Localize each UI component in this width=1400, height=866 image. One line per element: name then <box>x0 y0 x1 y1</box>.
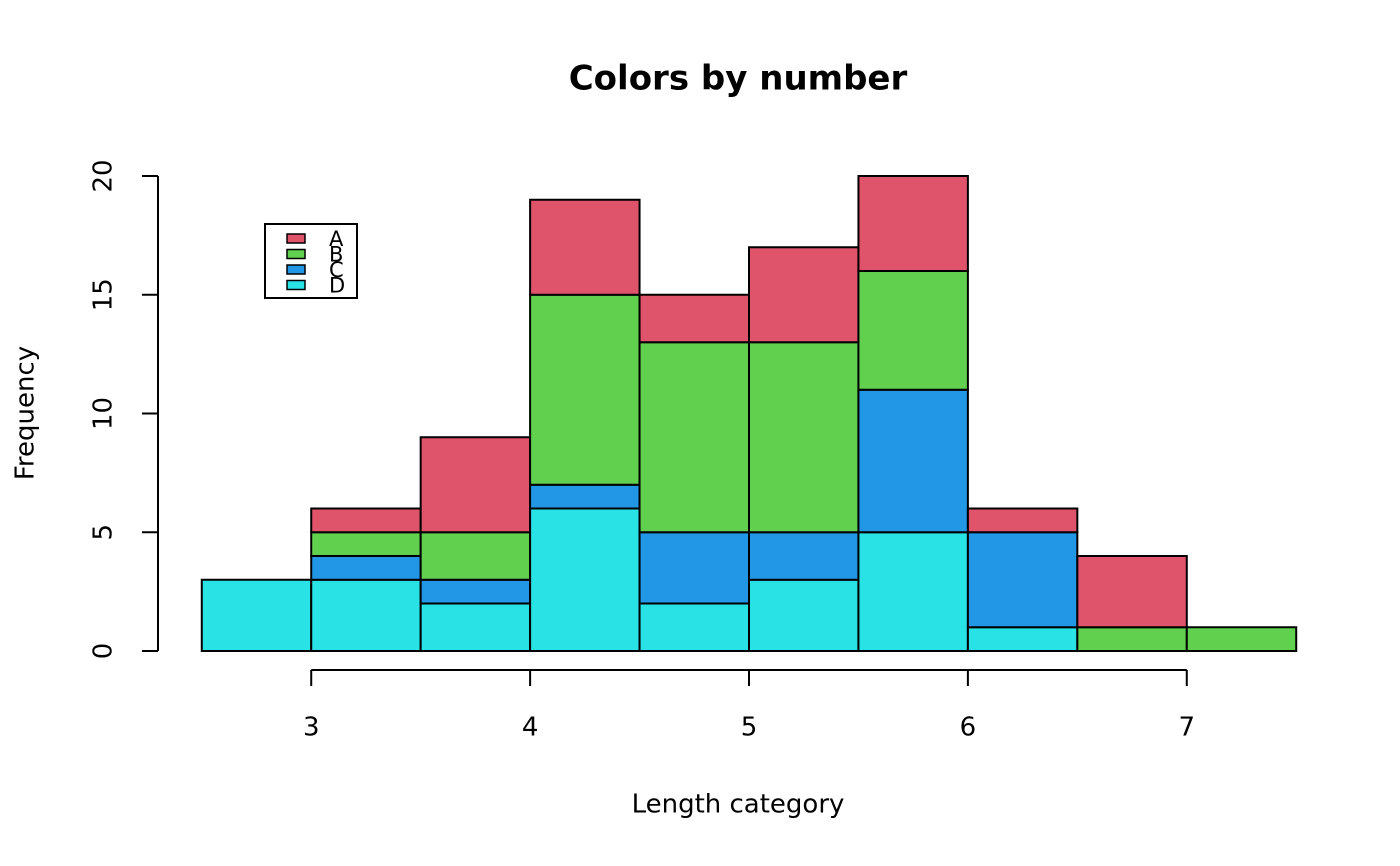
x-tick-label: 5 <box>741 713 758 743</box>
bar-segment <box>857 270 969 391</box>
legend-label: D <box>329 274 345 298</box>
bar-segment <box>310 507 422 534</box>
x-tick-label: 3 <box>303 713 320 743</box>
bar-segment <box>419 578 532 605</box>
y-axis-label: Frequency <box>11 346 41 480</box>
x-tick-label: 7 <box>1179 713 1196 743</box>
bar-segment <box>200 578 313 652</box>
bar-segment <box>857 531 969 652</box>
bar-segment <box>638 293 750 344</box>
legend-swatch <box>286 279 306 291</box>
bar-segment <box>419 602 532 652</box>
legend-swatch <box>286 233 306 244</box>
bar-segment <box>529 483 641 510</box>
y-tick-label: 5 <box>89 524 119 541</box>
bar-segment <box>638 531 750 605</box>
x-tick-label: 4 <box>522 713 539 743</box>
bar-segment <box>1076 626 1188 652</box>
y-tick-label: 20 <box>89 159 119 192</box>
legend-label: C <box>329 258 344 282</box>
y-tick-label: 10 <box>89 397 119 430</box>
bar-segment <box>1185 626 1298 652</box>
bar-segment <box>966 531 1079 629</box>
bar-segment <box>529 293 641 486</box>
bar-segment <box>1076 555 1188 629</box>
legend-label: B <box>329 243 343 267</box>
bar-segment <box>419 531 532 581</box>
legend-swatch <box>286 248 306 260</box>
y-tick-label: 0 <box>89 643 119 660</box>
bar-segment <box>638 341 750 534</box>
bar-segment <box>748 531 860 581</box>
bar-segment <box>529 198 641 296</box>
bar-segment <box>638 602 750 652</box>
legend-box <box>264 223 358 299</box>
bar-segment <box>748 246 860 344</box>
bar-segment <box>310 555 422 581</box>
bar-segment <box>310 531 422 557</box>
bar-segment <box>857 175 969 272</box>
bar-segment <box>529 507 641 652</box>
y-tick-label: 15 <box>89 278 119 311</box>
bar-segment <box>748 341 860 534</box>
bar-segment <box>857 388 969 534</box>
bar-segment <box>966 626 1079 652</box>
x-axis-label: Length category <box>632 790 845 820</box>
x-tick-label: 6 <box>960 713 977 743</box>
bar-segment <box>966 507 1079 534</box>
legend-swatch <box>286 264 306 275</box>
bar-segment <box>748 578 860 652</box>
bar-segment <box>419 436 532 534</box>
bar-segment <box>310 578 422 652</box>
legend-label: A <box>329 227 344 251</box>
chart-title: Colors by number <box>569 59 908 99</box>
